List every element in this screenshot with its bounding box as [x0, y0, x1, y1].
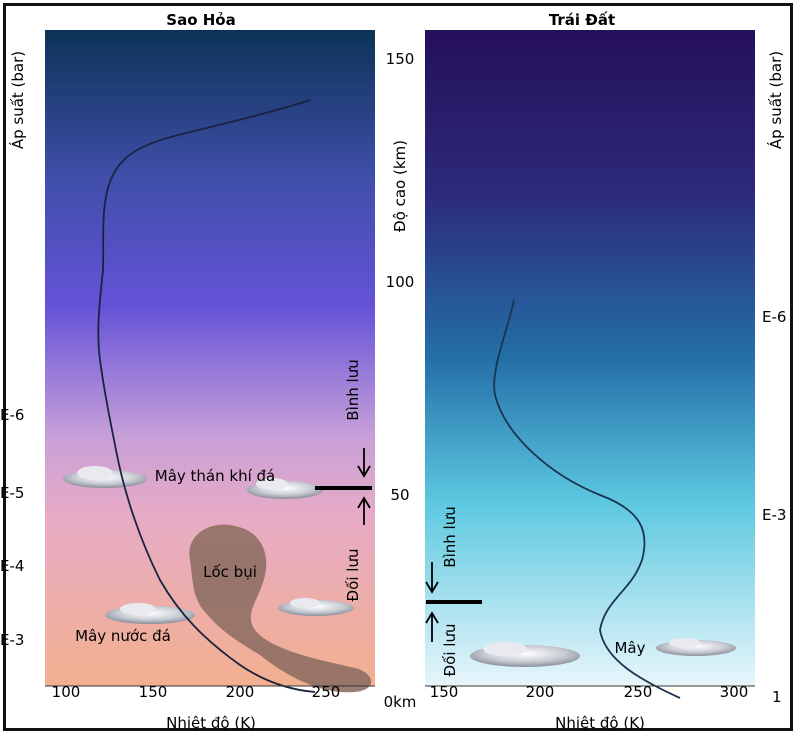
mars-ice-cloud-right [278, 598, 354, 616]
earth-x-tick-250: 250 [624, 683, 653, 701]
earth-x-axis-label: Nhiệt độ (K) [555, 714, 645, 732]
mars-upper-arrow [357, 448, 371, 478]
earth-upper-arrow [425, 562, 439, 594]
mars-ice-cloud-left [105, 603, 195, 624]
mars-pressure-tick-e5: E-5 [0, 484, 24, 502]
earth-atmosphere-panel [425, 30, 755, 686]
mars-co2-clouds-label: Mây thán khí đá [155, 467, 275, 485]
mars-pressure-tick-e6: E-6 [0, 406, 24, 424]
mars-title: Sao Hỏa [166, 11, 235, 29]
earth-cloud-right [656, 638, 736, 656]
mars-ice-clouds-label: Mây nước đá [75, 627, 171, 645]
earth-clouds-label: Mây [614, 639, 645, 657]
earth-cloud-left [470, 642, 580, 667]
mars-co2-cloud-right [247, 478, 323, 499]
earth-x-tick-150: 150 [430, 683, 459, 701]
mars-pressure-axis-label: Áp suất (bar) [8, 51, 27, 149]
altitude-tick-0: 0km [384, 693, 417, 711]
mars-stratosphere-label: Bình lưu [344, 359, 362, 420]
altitude-tick-50: 50 [390, 486, 409, 504]
mars-pressure-tick-e4: E-4 [0, 557, 24, 575]
earth-pressure-tick-e6: E-6 [762, 308, 786, 326]
mars-temperature-profile [97, 99, 316, 693]
dust-devil [189, 524, 372, 693]
mars-troposphere-label: Đối lưu [344, 549, 362, 602]
mars-x-tick-150: 150 [139, 683, 168, 701]
earth-temperature-profile [493, 299, 681, 699]
mars-x-tick-250: 250 [312, 683, 341, 701]
altitude-axis-label: Độ cao (km) [391, 140, 409, 232]
mars-lower-arrow [357, 496, 371, 525]
mars-x-tick-100: 100 [52, 683, 81, 701]
mars-x-tick-200: 200 [226, 683, 255, 701]
mars-x-axis-label: Nhiệt độ (K) [166, 714, 256, 732]
earth-lower-arrow [425, 611, 439, 642]
altitude-tick-150: 150 [386, 50, 415, 68]
earth-pressure-tick-e3: E-3 [762, 506, 786, 524]
earth-stratosphere-label: Bình lưu [441, 506, 459, 567]
dust-devil-label: Lốc bụi [203, 563, 257, 581]
earth-pressure-axis-label: Áp suất (bar) [766, 51, 785, 149]
earth-pressure-tick-1: 1 [772, 688, 782, 706]
earth-x-tick-300: 300 [720, 683, 749, 701]
mars-co2-cloud-left [63, 466, 147, 488]
earth-x-tick-200: 200 [526, 683, 555, 701]
earth-troposphere-label: Đối lưu [441, 624, 459, 677]
earth-title: Trái Đất [549, 11, 615, 29]
mars-pressure-tick-e3: E-3 [0, 631, 24, 649]
altitude-tick-100: 100 [386, 273, 415, 291]
